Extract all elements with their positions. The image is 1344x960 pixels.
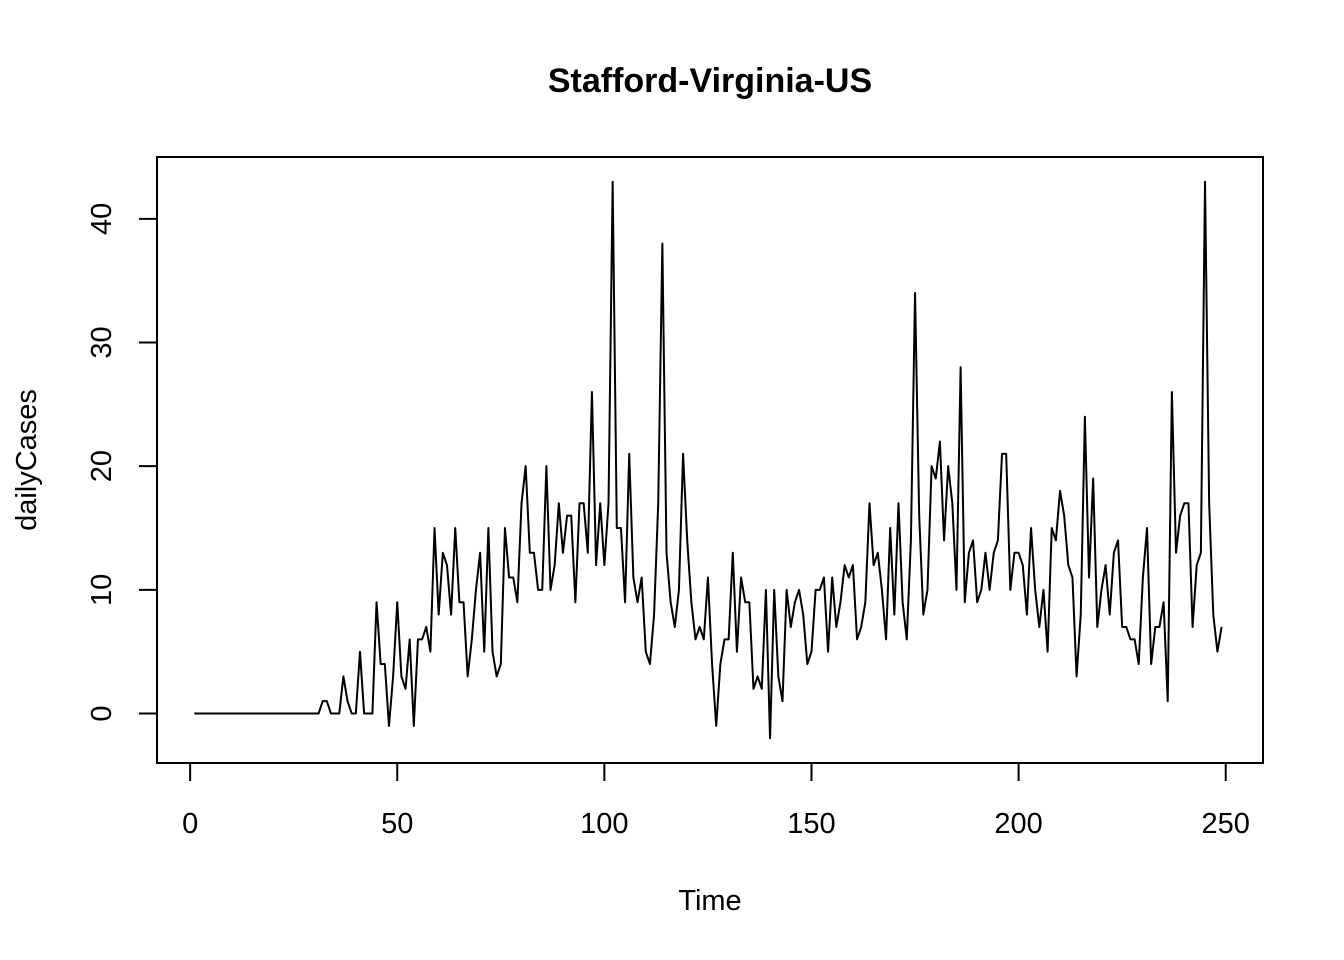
x-tick-label: 50 [381,808,413,840]
x-axis-label: Time [678,885,741,917]
series-line-1 [194,180,1223,740]
y-tick-label: 20 [86,450,118,482]
x-axis: 0 50 100 150 200 250 [182,762,1250,840]
plot-frame [156,156,1264,764]
x-tick-label: 200 [994,808,1042,840]
x-tick-label: 0 [182,808,198,840]
series-layer [194,180,1223,740]
y-axis: 0 10 20 30 40 [86,203,158,722]
y-tick-label: 30 [86,326,118,358]
x-tick-label: 100 [580,808,628,840]
y-tick-label: 40 [86,203,118,235]
y-tick-label: 10 [86,574,118,606]
x-tick-label: 150 [787,808,835,840]
chart-title: Stafford-Virginia-US [548,62,872,100]
x-tick-label: 250 [1202,808,1250,840]
y-axis-label: dailyCases [11,389,43,531]
y-tick-label: 0 [86,705,118,721]
